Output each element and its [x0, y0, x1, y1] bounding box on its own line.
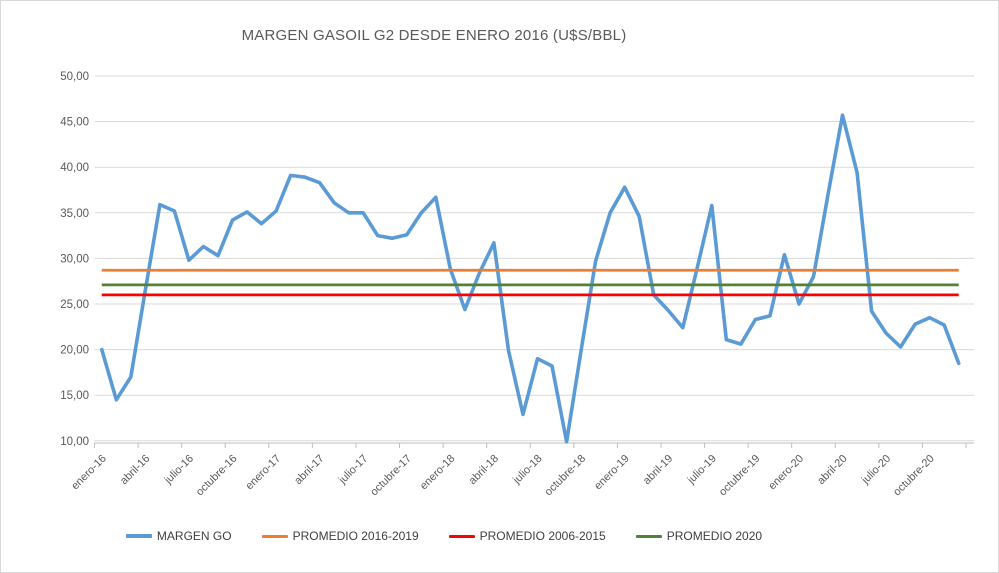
legend-swatch-promedio-2020 [635, 534, 662, 538]
svg-text:octubre-19: octubre-19 [717, 453, 763, 499]
svg-text:15,00: 15,00 [60, 390, 89, 402]
legend-swatch-promedio-2016-2019 [261, 534, 288, 538]
legend-swatch-promedio-2006-2015 [448, 534, 475, 538]
svg-text:julio-16: julio-16 [162, 453, 196, 487]
svg-text:20,00: 20,00 [60, 345, 89, 357]
svg-text:julio-20: julio-20 [859, 453, 893, 487]
svg-text:25,00: 25,00 [60, 299, 89, 311]
svg-text:julio-17: julio-17 [336, 453, 370, 487]
svg-text:abril-20: abril-20 [815, 453, 849, 487]
svg-text:30,00: 30,00 [60, 253, 89, 265]
svg-text:enero-18: enero-18 [418, 453, 458, 493]
margen-go-line [100, 113, 961, 444]
svg-text:julio-19: julio-19 [685, 453, 719, 487]
svg-text:40,00: 40,00 [60, 162, 89, 174]
legend-label-promedio-2020: PROMEDIO 2020 [666, 529, 763, 543]
gridlines [94, 75, 974, 442]
chart-title: MARGEN GASOIL G2 DESDE ENERO 2016 (U$S/B… [241, 27, 627, 44]
svg-text:50,00: 50,00 [60, 71, 89, 83]
legend-label-promedio-2006-2015: PROMEDIO 2006-2015 [479, 529, 606, 543]
svg-text:octubre-20: octubre-20 [891, 453, 937, 499]
legend-item-promedio-2006-2015: PROMEDIO 2006-2015 [448, 529, 606, 543]
svg-text:abril-19: abril-19 [641, 453, 675, 487]
legend: MARGEN GO PROMEDIO 2016-2019 PROMEDIO 20… [1, 529, 887, 543]
svg-text:octubre-17: octubre-17 [368, 453, 414, 499]
svg-text:enero-19: enero-19 [592, 453, 632, 493]
svg-text:enero-20: enero-20 [766, 453, 806, 493]
svg-text:abril-17: abril-17 [292, 453, 326, 487]
x-axis [94, 442, 974, 448]
svg-text:octubre-16: octubre-16 [194, 453, 240, 499]
legend-item-promedio-2016-2019: PROMEDIO 2016-2019 [261, 529, 419, 543]
svg-text:enero-17: enero-17 [244, 453, 284, 493]
legend-item-margen-go: MARGEN GO [125, 529, 232, 543]
legend-swatch-margen-go [125, 534, 152, 538]
y-axis-labels: 50,00 45,00 40,00 35,00 30,00 25,00 20,00 15,00… [60, 71, 89, 448]
svg-text:45,00: 45,00 [60, 117, 89, 129]
svg-text:octubre-18: octubre-18 [543, 453, 589, 499]
svg-text:10,00: 10,00 [60, 436, 89, 448]
legend-label-promedio-2016-2019: PROMEDIO 2016-2019 [292, 529, 419, 543]
svg-text:julio-18: julio-18 [510, 453, 544, 487]
svg-text:35,00: 35,00 [60, 208, 89, 220]
legend-item-promedio-2020: PROMEDIO 2020 [635, 529, 763, 543]
plot-area: 50,00 45,00 40,00 35,00 30,00 25,00 20,00 15,00… [60, 71, 974, 499]
svg-text:abril-16: abril-16 [118, 453, 152, 487]
svg-text:abril-18: abril-18 [467, 453, 501, 487]
legend-label-margen-go: MARGEN GO [156, 529, 232, 543]
svg-text:enero-16: enero-16 [69, 453, 109, 493]
